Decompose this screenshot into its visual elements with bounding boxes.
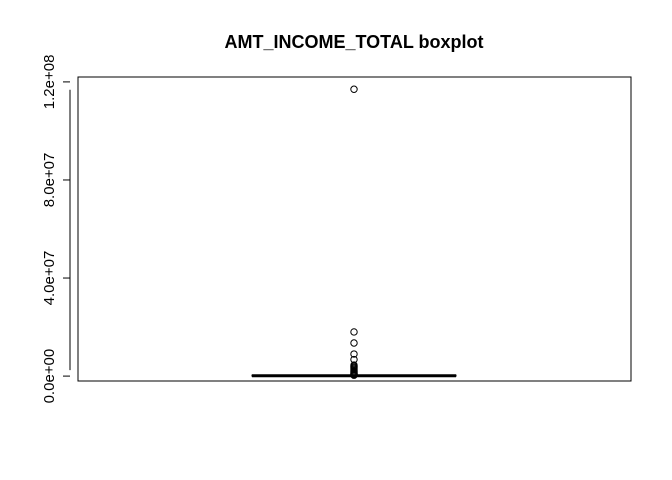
y-tick-label: 1.2e+08	[41, 55, 58, 110]
outlier-point	[350, 371, 358, 379]
chart-title: AMT_INCOME_TOTAL boxplot	[225, 32, 484, 52]
outlier-point	[350, 339, 358, 347]
outlier-point	[350, 85, 358, 93]
outliers	[350, 85, 358, 379]
y-tick-label: 0.0e+00	[41, 349, 58, 404]
outlier-point	[350, 350, 358, 358]
plot-frame	[77, 76, 632, 382]
y-axis-ticks: 0.0e+00 4.0e+07 8.0e+07 1.2e+08	[41, 55, 70, 404]
y-tick-label: 4.0e+07	[41, 251, 58, 306]
outlier-point	[350, 328, 358, 336]
y-tick-label: 8.0e+07	[41, 153, 58, 208]
